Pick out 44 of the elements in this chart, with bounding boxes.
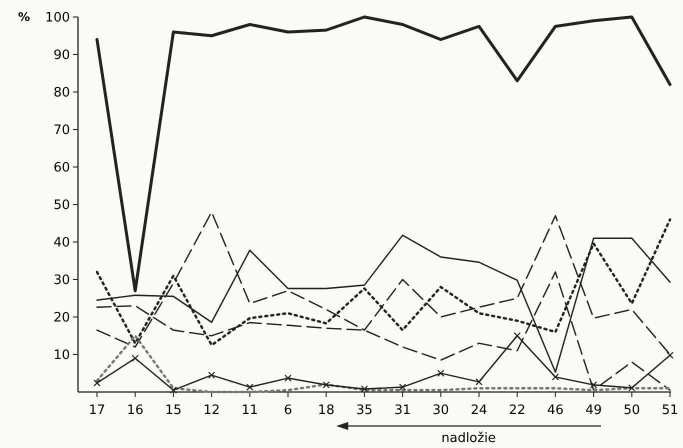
- x-tick-label: 22: [508, 403, 526, 418]
- x-tick-label: 12: [203, 403, 220, 418]
- point: [437, 370, 444, 377]
- x-tick-label: 16: [126, 403, 144, 418]
- y-tick-label: 50: [53, 198, 70, 214]
- y-tick-label: 30: [53, 273, 70, 288]
- y-axis-title: %: [18, 10, 30, 24]
- x-tick-label: 50: [624, 403, 640, 418]
- x-tick-label: 18: [318, 403, 334, 418]
- text: nadložie: [441, 431, 496, 446]
- point: [399, 384, 406, 391]
- x-tick-label: 11: [242, 403, 258, 418]
- line-series: [96, 16, 672, 292]
- x-tick-label: 15: [165, 403, 182, 418]
- y-tick-label: 60: [53, 160, 70, 176]
- point: [666, 352, 674, 359]
- point: [628, 384, 636, 392]
- point: [93, 379, 101, 387]
- point: [132, 354, 139, 362]
- x-tick-label: 24: [470, 403, 488, 418]
- y-tick-label: 40: [53, 236, 70, 251]
- x-tick-label: 51: [662, 403, 678, 418]
- y-tick-label: 20: [53, 310, 70, 326]
- y-tick-label: 80: [53, 86, 70, 101]
- y-tick-label: 100: [45, 10, 70, 26]
- point: [208, 372, 216, 379]
- point: [246, 384, 254, 391]
- point: [590, 381, 598, 388]
- point: [514, 332, 521, 340]
- x-tick-label: 49: [585, 403, 602, 418]
- point: [170, 386, 177, 394]
- x-tick-label: 46: [547, 403, 564, 418]
- x-tick-label: 17: [88, 403, 106, 418]
- point: [284, 374, 292, 382]
- point: [322, 381, 330, 388]
- y-tick-label: 10: [53, 348, 70, 364]
- x-tick-label: 31: [394, 403, 411, 418]
- y-tick-label: 90: [53, 48, 70, 64]
- x-tick-label: 30: [432, 403, 450, 418]
- y-tick-label: 70: [53, 123, 70, 138]
- x-tick-label: 6: [284, 403, 292, 418]
- point: [552, 373, 559, 381]
- point: [475, 378, 483, 386]
- x-tick-label: 35: [356, 403, 373, 418]
